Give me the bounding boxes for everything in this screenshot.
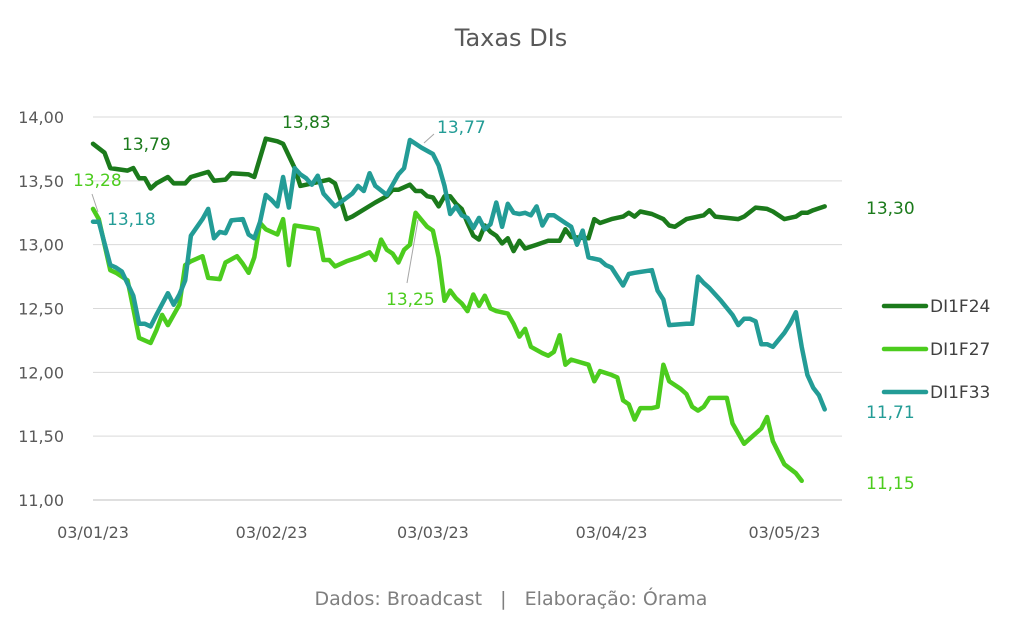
annotation-label: 11,71 [866,403,915,423]
y-tick-label: 14,00 [18,108,64,127]
x-tick-label: 03/03/23 [397,523,469,542]
annotation-label: 13,25 [386,290,435,310]
legend-label: DI1F24 [930,297,990,317]
gridlines [93,116,842,501]
legend: DI1F24 DI1F27 DI1F33 [881,297,990,403]
y-tick-label: 11,50 [18,427,64,446]
annotation-label: 13,30 [866,199,915,219]
legend-label: DI1F33 [930,383,990,403]
y-tick-label: 11,00 [18,491,64,510]
legend-label: DI1F27 [930,340,990,360]
annotation-label: 11,15 [866,474,915,494]
x-tick-label: 03/02/23 [236,523,308,542]
chart-title: Taxas DIs [454,24,568,52]
annotation-leaders [91,133,435,284]
x-tick-label: 03/01/23 [57,523,129,542]
y-tick-label: 13,00 [18,236,64,255]
leader-line [91,193,99,213]
source-note: Dados: Broadcast | Elaboração: Órama [314,588,708,610]
series-line-di1f33 [90,137,827,412]
annotation-label: 13,83 [282,113,331,133]
annotation-label: 13,18 [107,210,156,230]
series-lines [90,136,827,484]
y-tick-label: 13,50 [18,172,64,191]
x-axis-ticks: 03/01/23 03/02/23 03/03/23 03/04/23 03/05/23 [57,523,820,542]
y-tick-label: 12,50 [18,300,64,319]
x-tick-label: 03/04/23 [576,523,648,542]
y-axis-ticks: 11,00 11,50 12,00 12,50 13,00 13,50 14,00 [18,108,64,510]
y-tick-label: 12,00 [18,363,64,382]
annotation-label: 13,79 [122,135,171,155]
leader-line [423,133,435,144]
annotation-label: 13,77 [437,118,486,138]
series-line-di1f24 [90,136,827,254]
annotations: 13,79 13,83 13,30 13,28 13,25 11,15 13,18 13,77… [73,113,915,494]
series-line-di1f27 [90,206,804,484]
leader-line [406,219,419,284]
annotation-label: 13,28 [73,171,122,191]
x-tick-label: 03/05/23 [748,523,820,542]
